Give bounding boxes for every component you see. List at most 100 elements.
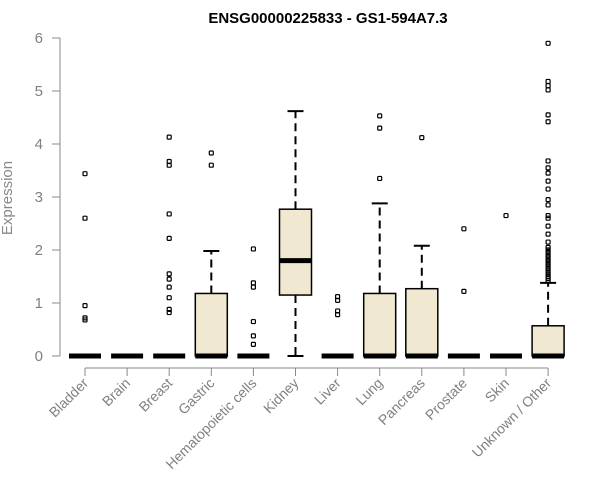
box — [405, 287, 439, 357]
outlier-point — [82, 315, 88, 321]
outlier-point — [545, 87, 551, 93]
outlier-point — [377, 125, 383, 131]
x-tick-label: Brain — [99, 375, 133, 409]
outlier-point — [545, 271, 551, 277]
box — [278, 208, 313, 296]
outlier-point — [545, 255, 551, 261]
outlier-point — [545, 247, 551, 253]
boxes-layer — [69, 40, 565, 359]
y-axis-label: Expression — [0, 161, 16, 235]
outlier-point — [545, 215, 551, 221]
outlier-point — [545, 165, 551, 171]
outlier-point — [545, 263, 551, 269]
x-tick-label: Unknown / Other — [469, 375, 555, 461]
outlier-point — [545, 197, 551, 203]
outlier-point — [545, 244, 551, 250]
box-group — [447, 226, 480, 359]
outlier-point — [166, 276, 172, 282]
outlier-point — [335, 294, 341, 300]
outlier-point — [335, 308, 341, 314]
outlier-point — [166, 235, 172, 241]
outlier-point — [545, 83, 551, 89]
outlier-point — [208, 162, 214, 168]
y-tick-label: 3 — [35, 189, 43, 206]
outlier-point — [166, 284, 172, 290]
x-tick-label: Kidney — [260, 375, 302, 417]
x-tick-label: Breast — [135, 375, 175, 415]
outlier-point — [545, 258, 551, 264]
outlier-point — [166, 295, 172, 301]
outlier-point — [545, 260, 551, 266]
outlier-point — [545, 239, 551, 245]
outlier-point — [82, 171, 88, 177]
x-tick-label: Lung — [352, 375, 385, 408]
outlier-point — [545, 119, 551, 125]
outlier-point — [545, 268, 551, 274]
x-tick-label: Skin — [482, 375, 513, 406]
outlier-point — [82, 215, 88, 221]
outlier-point — [377, 113, 383, 119]
box-group — [69, 171, 101, 359]
outlier-point — [166, 158, 172, 165]
box — [362, 292, 397, 357]
box-group — [362, 113, 397, 359]
y-axis: 0 1 2 3 4 5 6 — [35, 30, 61, 365]
box-group — [194, 150, 229, 359]
outlier-point — [545, 273, 551, 280]
outlier-point — [419, 135, 425, 141]
outlier-point — [545, 40, 551, 46]
outlier-point — [250, 246, 256, 252]
outlier-point — [166, 271, 172, 277]
box-group — [153, 134, 186, 359]
y-tick-label: 5 — [35, 83, 43, 100]
outlier-point — [82, 303, 88, 309]
x-tick-label: Bladder — [46, 375, 92, 421]
outlier-point — [250, 333, 256, 339]
y-tick-label: 6 — [35, 30, 43, 47]
outlier-point — [250, 318, 256, 325]
outlier-point — [250, 280, 256, 286]
x-tick-label: Pancreas — [375, 375, 428, 428]
outlier-point — [250, 341, 256, 347]
outlier-point — [545, 112, 551, 118]
y-tick-label: 0 — [35, 348, 43, 365]
outlier-point — [545, 202, 551, 208]
outlier-point — [545, 223, 551, 229]
outlier-point — [461, 226, 467, 232]
outlier-point — [545, 158, 551, 164]
outlier-point — [461, 288, 467, 294]
outlier-point — [166, 309, 172, 316]
y-tick-label: 1 — [35, 295, 43, 312]
outlier-point — [545, 178, 551, 184]
y-tick-label: 2 — [35, 242, 43, 259]
outlier-point — [545, 231, 551, 237]
x-tick-label: Liver — [311, 375, 344, 408]
outlier-point — [250, 284, 256, 290]
box-group — [278, 110, 313, 357]
box-group — [321, 294, 354, 359]
x-tick-label: Prostate — [422, 375, 470, 423]
outlier-point — [208, 150, 214, 156]
outlier-point — [166, 306, 172, 312]
outlier-point — [545, 265, 551, 272]
box-group — [490, 212, 522, 359]
box — [531, 325, 565, 357]
box-group — [237, 246, 270, 359]
outlier-point — [545, 212, 551, 219]
box-group — [405, 135, 439, 359]
box-group — [531, 40, 565, 359]
outlier-point — [166, 211, 172, 217]
outlier-point — [545, 186, 551, 192]
outlier-point — [503, 212, 509, 219]
chart-title: ENSG00000225833 - GS1-594A7.3 — [208, 10, 447, 27]
outlier-point — [545, 252, 551, 258]
outlier-point — [545, 78, 551, 85]
outlier-point — [545, 250, 551, 256]
y-tick-label: 4 — [35, 136, 43, 153]
box — [194, 292, 229, 357]
outlier-point — [166, 134, 172, 140]
outlier-point — [377, 175, 383, 182]
outlier-point — [545, 170, 551, 176]
